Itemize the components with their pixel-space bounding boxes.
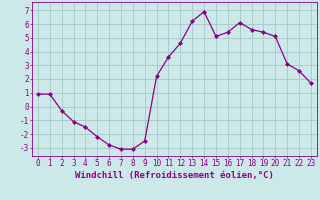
X-axis label: Windchill (Refroidissement éolien,°C): Windchill (Refroidissement éolien,°C): [75, 171, 274, 180]
